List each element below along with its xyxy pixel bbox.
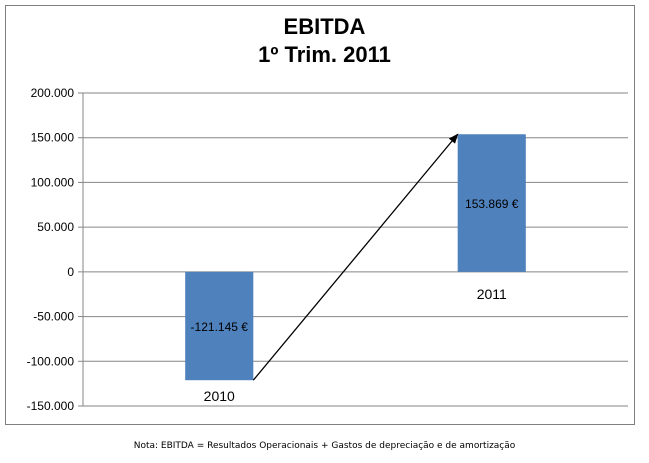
y-tick-label: 150.000 bbox=[31, 131, 75, 145]
chart-title: EBITDA bbox=[283, 14, 366, 39]
x-category-label: 2010 bbox=[204, 388, 235, 404]
bar-2011 bbox=[457, 134, 526, 272]
chart-subtitle: 1º Trim. 2011 bbox=[258, 42, 391, 67]
bar-2010 bbox=[185, 271, 254, 381]
y-tick-label: -100.000 bbox=[27, 354, 75, 368]
x-category-label: 2011 bbox=[477, 286, 507, 302]
y-tick-label: 0 bbox=[67, 265, 74, 279]
y-tick-label: 200.000 bbox=[31, 86, 75, 100]
y-tick-label: -150.000 bbox=[27, 399, 75, 413]
trend-arrow bbox=[252, 133, 459, 381]
chart-frame bbox=[5, 5, 635, 425]
y-tick-label: -50.000 bbox=[33, 310, 74, 324]
footnote: Nota: EBITDA = Resultados Operacionais +… bbox=[133, 441, 516, 451]
y-tick-label: 100.000 bbox=[31, 175, 75, 189]
data-label: -121.145 € bbox=[191, 320, 249, 334]
y-tick-label: 50.000 bbox=[37, 220, 74, 234]
data-label: 153.869 € bbox=[465, 197, 519, 211]
